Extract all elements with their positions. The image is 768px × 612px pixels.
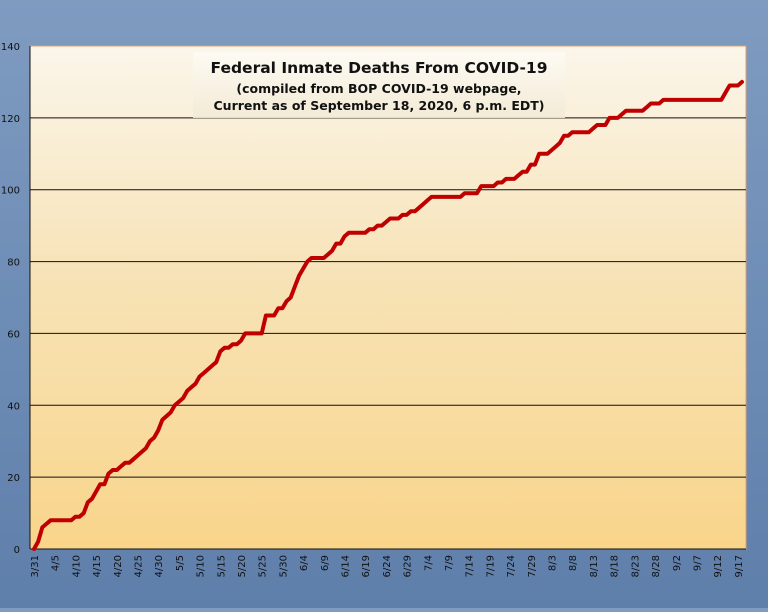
- x-tick-label: 9/7: [692, 555, 703, 571]
- chart-subtitle-line-1: (compiled from BOP COVID-19 webpage,: [236, 81, 521, 96]
- chart-titles: Federal Inmate Deaths From COVID-19 (com…: [210, 59, 547, 113]
- x-tick-label: 6/24: [382, 555, 393, 577]
- x-tick-label: 6/4: [299, 555, 310, 571]
- chart-subtitle-line-2: Current as of September 18, 2020, 6 p.m.…: [214, 98, 545, 113]
- x-tick-label: 6/14: [341, 555, 352, 577]
- x-tick-label: 7/14: [465, 555, 476, 577]
- x-tick-label: 6/19: [361, 555, 372, 577]
- series-group: [32, 79, 744, 551]
- y-tick-label: 60: [7, 329, 20, 340]
- x-tick-label: 8/28: [651, 555, 662, 577]
- plot-area: [29, 45, 747, 550]
- y-tick-label: 20: [7, 473, 20, 484]
- x-tick-label: 5/15: [216, 555, 227, 577]
- x-tick-label: 7/29: [527, 555, 538, 577]
- x-tick-label: 7/9: [444, 555, 455, 571]
- x-tick-label: 4/15: [92, 555, 103, 577]
- y-tick-label: 0: [14, 545, 20, 556]
- x-tick-label: 6/29: [403, 555, 414, 577]
- x-tick-label: 8/8: [568, 555, 579, 571]
- x-tick-label: 5/10: [196, 555, 207, 577]
- y-axis: 0 20 40 60 80 100 120 140: [1, 42, 31, 556]
- x-tick-label: 5/30: [278, 555, 289, 577]
- x-tick-label: 7/19: [485, 555, 496, 577]
- x-tick-label: 4/25: [134, 555, 145, 577]
- x-tick-label: 8/3: [548, 555, 559, 571]
- y-tick-label: 140: [1, 42, 20, 53]
- y-tick-label: 100: [1, 186, 20, 197]
- x-axis: 3/31 4/5 4/10 4/15 4/20 4/25 4/30 5/5 5/10 5/15 5/…: [30, 548, 746, 577]
- x-tick-label: 7/4: [423, 555, 434, 571]
- chart-title: Federal Inmate Deaths From COVID-19: [210, 59, 547, 77]
- x-tick-label: 8/18: [610, 555, 621, 577]
- x-tick-label: 8/13: [589, 555, 600, 577]
- x-tick-label: 3/31: [30, 555, 41, 577]
- x-tick-label: 9/12: [713, 555, 724, 577]
- x-tick-label: 6/9: [320, 555, 331, 571]
- title-box: [193, 52, 565, 118]
- x-tick-label: 4/10: [71, 555, 82, 577]
- y-tick-label: 40: [7, 401, 20, 412]
- x-tick-label: 4/30: [154, 555, 165, 577]
- x-tick-label: 9/17: [734, 555, 745, 577]
- x-tick-label: 5/5: [175, 555, 186, 571]
- x-tick-label: 4/20: [113, 555, 124, 577]
- x-tick-label: 8/23: [630, 555, 641, 577]
- x-tick-label: 9/2: [672, 555, 683, 571]
- series-line: [32, 79, 744, 551]
- x-tick-label: 7/24: [506, 555, 517, 577]
- y-tick-label: 120: [1, 114, 20, 125]
- x-tick-label: 5/25: [258, 555, 269, 577]
- x-tick-label: 4/5: [51, 555, 62, 571]
- y-tick-label: 80: [7, 258, 20, 269]
- x-tick-label: 5/20: [237, 555, 248, 577]
